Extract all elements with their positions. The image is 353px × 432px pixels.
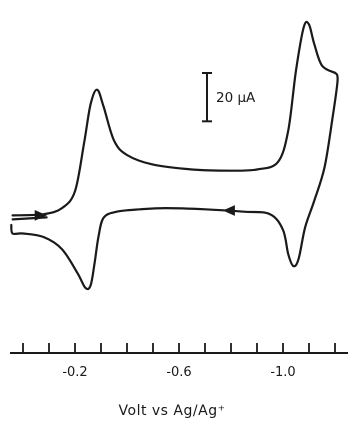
- cv-traces: [10, 20, 339, 291]
- direction-arrows: [34, 205, 235, 221]
- current-scale-bar: 20 μA: [202, 72, 256, 123]
- x-tick-label: -1.0: [270, 365, 295, 380]
- arrow-reverse-left: [222, 205, 235, 216]
- scale-bar-label: 20 μA: [216, 90, 256, 106]
- x-axis-tick-labels: -0.2 -0.6 -1.0: [62, 365, 295, 380]
- x-axis: -0.2 -0.6 -1.0 Volt vs Ag/Ag⁺: [10, 343, 348, 419]
- x-tick-label: -0.6: [166, 365, 191, 380]
- cv-trace-reverse: [10, 71, 339, 291]
- cv-trace-forward: [11, 20, 337, 217]
- x-axis-ticks: [22, 343, 336, 353]
- arrow-forward-right: [34, 209, 47, 221]
- x-axis-title: Volt vs Ag/Ag⁺: [119, 403, 226, 419]
- x-tick-label: -0.2: [62, 365, 87, 380]
